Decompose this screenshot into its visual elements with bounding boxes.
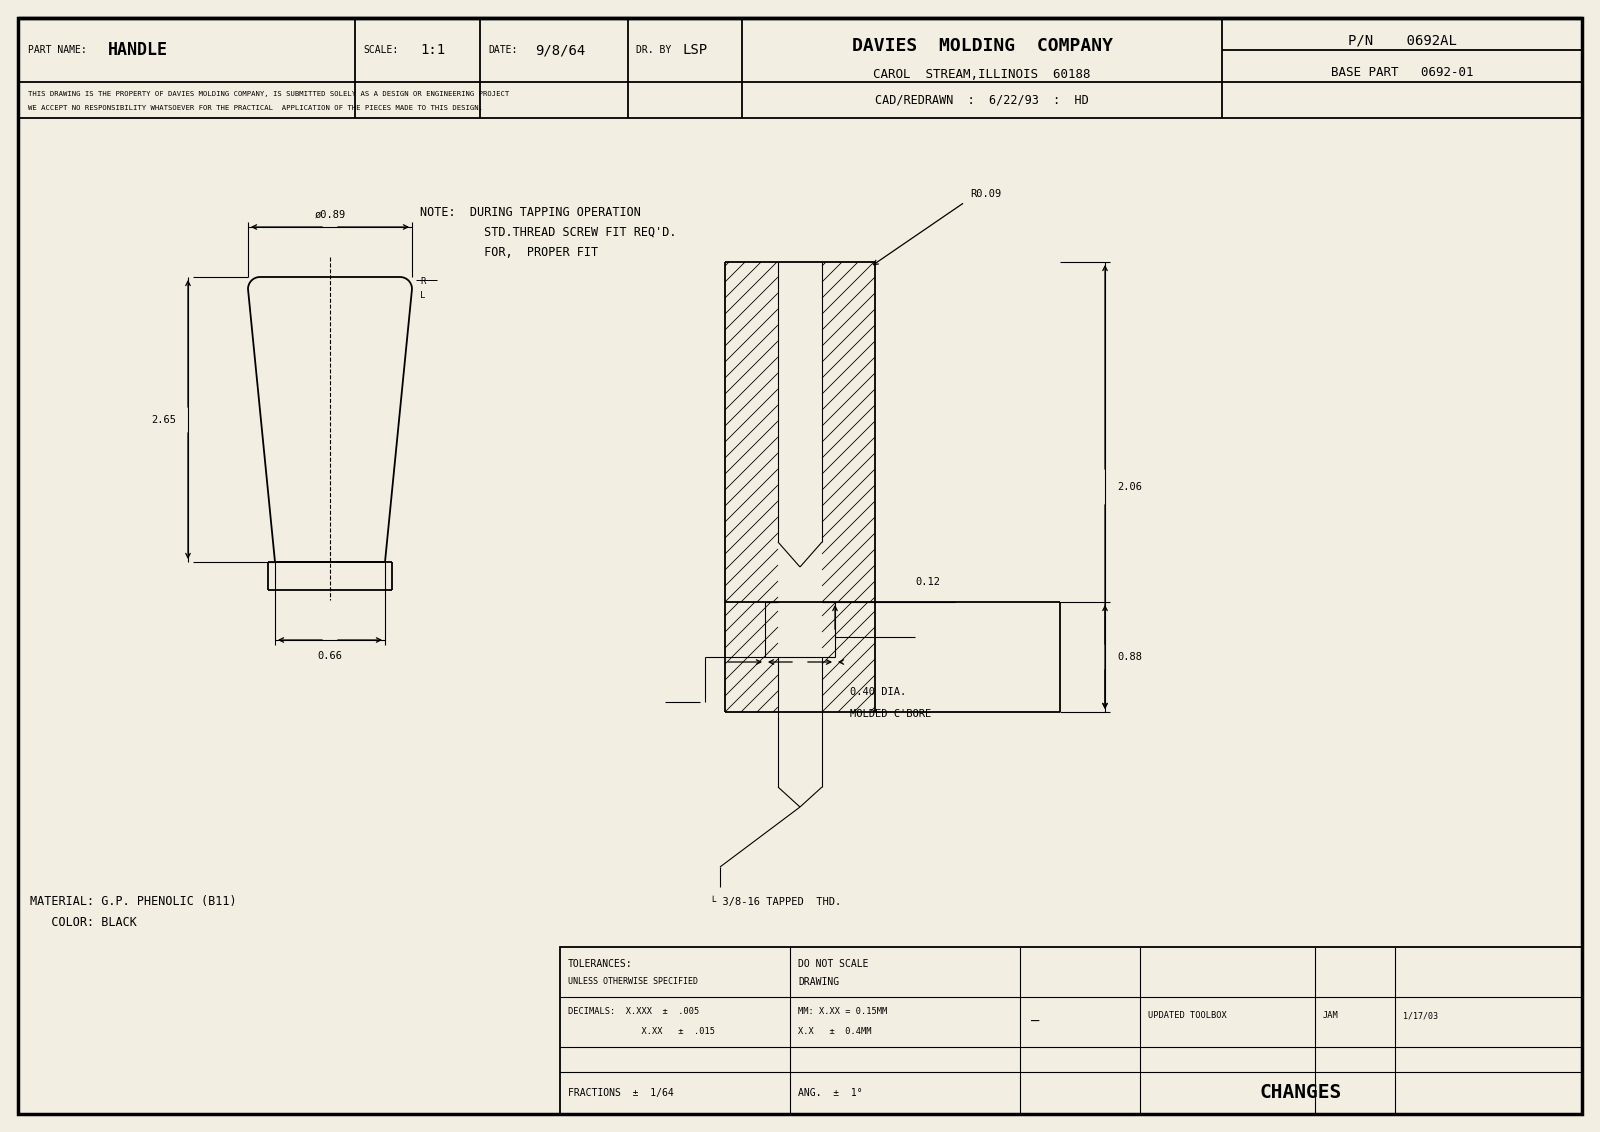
Text: JAM: JAM (1323, 1012, 1339, 1021)
Text: DAVIES  MOLDING  COMPANY: DAVIES MOLDING COMPANY (851, 37, 1112, 55)
Text: 1/17/03: 1/17/03 (1403, 1012, 1438, 1021)
Text: HANDLE: HANDLE (109, 41, 168, 59)
Text: P/N    0692AL: P/N 0692AL (1347, 34, 1456, 48)
Text: LSP: LSP (683, 43, 709, 57)
Text: ø0.89: ø0.89 (314, 211, 346, 220)
Text: DECIMALS:  X.XXX  ±  .005: DECIMALS: X.XXX ± .005 (568, 1007, 699, 1017)
Text: –: – (1030, 1015, 1038, 1029)
Text: L: L (419, 291, 426, 300)
Text: 2.06: 2.06 (1117, 482, 1142, 492)
Text: 0.40 DIA.: 0.40 DIA. (850, 687, 906, 697)
Text: X.XX   ±  .015: X.XX ± .015 (568, 1028, 715, 1037)
Text: DATE:: DATE: (488, 45, 517, 55)
Text: SCALE:: SCALE: (363, 45, 398, 55)
Text: UNLESS OTHERWISE SPECIFIED: UNLESS OTHERWISE SPECIFIED (568, 978, 698, 986)
Text: COLOR: BLACK: COLOR: BLACK (30, 916, 138, 928)
Text: TOLERANCES:: TOLERANCES: (568, 959, 632, 969)
Text: 0.66: 0.66 (317, 651, 342, 661)
Text: THIS DRAWING IS THE PROPERTY OF DAVIES MOLDING COMPANY, IS SUBMITTED SOLELY AS A: THIS DRAWING IS THE PROPERTY OF DAVIES M… (29, 91, 509, 97)
Text: CAROL  STREAM,ILLINOIS  60188: CAROL STREAM,ILLINOIS 60188 (874, 68, 1091, 80)
Text: R0.09: R0.09 (970, 189, 1002, 199)
Text: BASE PART   0692-01: BASE PART 0692-01 (1331, 67, 1474, 79)
Text: ANG.  ±  1°: ANG. ± 1° (798, 1088, 862, 1098)
Text: NOTE:  DURING TAPPING OPERATION: NOTE: DURING TAPPING OPERATION (419, 206, 642, 218)
Text: CAD/REDRAWN  :  6/22/93  :  HD: CAD/REDRAWN : 6/22/93 : HD (875, 94, 1090, 106)
Text: FOR,  PROPER FIT: FOR, PROPER FIT (419, 246, 598, 258)
Text: CHANGES: CHANGES (1259, 1083, 1342, 1103)
Text: FRACTIONS  ±  1/64: FRACTIONS ± 1/64 (568, 1088, 674, 1098)
Text: 9/8/64: 9/8/64 (534, 43, 586, 57)
Text: DRAWING: DRAWING (798, 977, 838, 987)
Text: X.X   ±  0.4MM: X.X ± 0.4MM (798, 1028, 872, 1037)
Text: MOLDED C'BORE: MOLDED C'BORE (850, 709, 931, 719)
Text: UPDATED TOOLBOX: UPDATED TOOLBOX (1149, 1012, 1227, 1021)
Text: 2.65: 2.65 (150, 415, 176, 424)
Text: WE ACCEPT NO RESPONSIBILITY WHATSOEVER FOR THE PRACTICAL  APPLICATION OF THE PIE: WE ACCEPT NO RESPONSIBILITY WHATSOEVER F… (29, 105, 483, 111)
Text: 0.12: 0.12 (915, 577, 941, 588)
Text: └ 3/8-16 TAPPED  THD.: └ 3/8-16 TAPPED THD. (710, 897, 842, 907)
Text: STD.THREAD SCREW FIT REQ'D.: STD.THREAD SCREW FIT REQ'D. (419, 225, 677, 239)
Text: R: R (419, 277, 426, 286)
Text: PART NAME:: PART NAME: (29, 45, 86, 55)
Text: MM: X.XX = 0.15MM: MM: X.XX = 0.15MM (798, 1007, 888, 1017)
Text: 1:1: 1:1 (419, 43, 445, 57)
Bar (560, 947, 1582, 1114)
Text: DR. BY: DR. BY (637, 45, 672, 55)
Text: DO NOT SCALE: DO NOT SCALE (798, 959, 869, 969)
Text: MATERIAL: G.P. PHENOLIC (B11): MATERIAL: G.P. PHENOLIC (B11) (30, 895, 237, 909)
Text: 0.88: 0.88 (1117, 652, 1142, 662)
